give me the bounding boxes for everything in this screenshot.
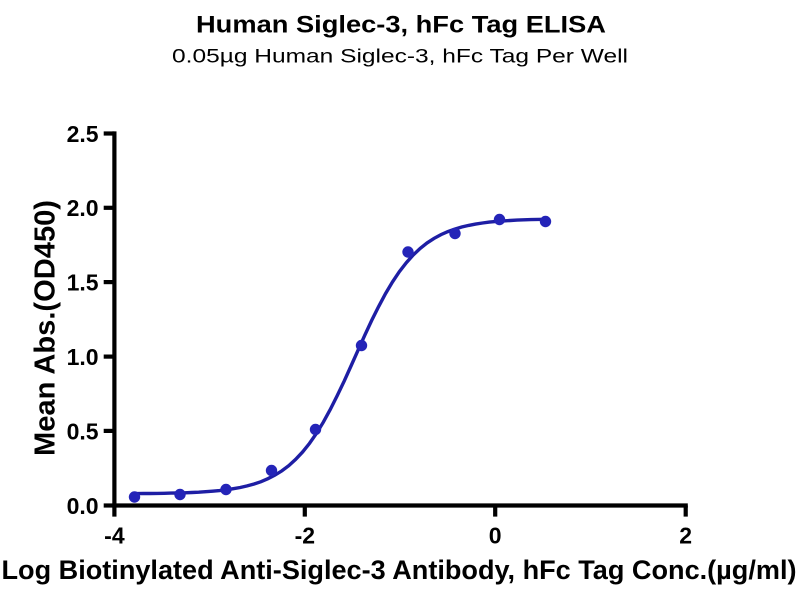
svg-text:0: 0: [489, 523, 502, 549]
svg-text:1.0: 1.0: [67, 344, 99, 370]
svg-text:-2: -2: [295, 523, 315, 549]
svg-text:0.0: 0.0: [67, 493, 99, 519]
svg-text:Mean Abs.(OD450): Mean Abs.(OD450): [30, 200, 62, 456]
svg-text:Log Biotinylated Anti-Siglec-3: Log Biotinylated Anti-Siglec-3 Antibody,…: [2, 555, 797, 585]
svg-text:-4: -4: [104, 523, 125, 549]
svg-text:0.5: 0.5: [67, 418, 99, 444]
svg-text:2.0: 2.0: [67, 195, 99, 221]
svg-text:1.5: 1.5: [67, 270, 99, 296]
svg-text:2.5: 2.5: [67, 121, 99, 147]
svg-text:2: 2: [679, 523, 692, 549]
svg-text:Human Siglec-3, hFc Tag ELISA: Human Siglec-3, hFc Tag ELISA: [196, 11, 606, 38]
svg-text:0.05µg Human Siglec-3, hFc Tag: 0.05µg Human Siglec-3, hFc Tag Per Well: [172, 45, 628, 67]
